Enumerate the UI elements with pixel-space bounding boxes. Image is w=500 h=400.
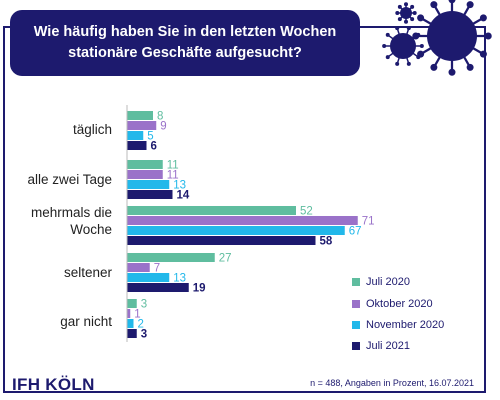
category-label: mehrmals die Woche [31, 205, 112, 237]
value-label: 71 [362, 216, 375, 228]
legend-label: November 2020 [366, 319, 444, 331]
legend-swatch [352, 278, 360, 286]
footnote: n = 488, Angaben in Prozent, 16.07.2021 [310, 378, 474, 388]
bar [127, 226, 345, 235]
category-label: seltener [64, 265, 113, 280]
value-label: 9 [160, 121, 166, 133]
bar [127, 141, 147, 150]
value-label: 58 [320, 236, 333, 248]
value-label: 27 [219, 253, 232, 265]
bar [127, 273, 170, 282]
bar [127, 309, 131, 318]
bar [127, 216, 358, 225]
category-label: alle zwei Tage [27, 172, 112, 187]
bar [127, 236, 316, 245]
value-label: 52 [300, 206, 313, 218]
bar [127, 160, 163, 169]
bar [127, 319, 134, 328]
bar [127, 206, 296, 215]
value-label: 6 [151, 141, 157, 153]
bar [127, 180, 170, 189]
value-label: 14 [177, 190, 190, 202]
title-line-2: stationäre Geschäfte aufgesucht? [68, 45, 302, 61]
bar [127, 121, 157, 130]
category-label: täglich [73, 122, 112, 137]
value-label: 11 [167, 170, 179, 182]
value-label: 1 [134, 309, 140, 321]
ifh-logo: IFH KÖLN [12, 375, 95, 394]
virus-icon-small [395, 2, 417, 24]
value-label: 19 [193, 283, 206, 295]
virus-icon-medium [382, 26, 424, 66]
bar [127, 111, 153, 120]
virus-icon-large [412, 0, 492, 76]
legend-swatch [352, 342, 360, 350]
value-label: 67 [349, 226, 362, 238]
value-label: 3 [141, 329, 147, 341]
legend-swatch [352, 300, 360, 308]
legend-swatch [352, 321, 360, 329]
bar [127, 283, 189, 292]
bar [127, 263, 150, 272]
bar [127, 190, 173, 199]
legend-label: Juli 2020 [366, 276, 410, 288]
value-label: 13 [173, 273, 186, 285]
bar [127, 170, 163, 179]
bar [127, 253, 215, 262]
bar [127, 299, 137, 308]
bar [127, 131, 144, 140]
legend-label: Oktober 2020 [366, 298, 433, 310]
chart-title: Wie häufig haben Sie in den letzten Woch… [10, 10, 360, 76]
value-label: 7 [154, 263, 160, 275]
title-line-1: Wie häufig haben Sie in den letzten Woch… [33, 24, 337, 40]
bar [127, 329, 137, 338]
category-label: gar nicht [60, 314, 112, 329]
value-label: 13 [173, 180, 186, 192]
value-label: 8 [157, 111, 163, 123]
value-label: 11 [167, 160, 179, 172]
value-label: 2 [138, 319, 144, 331]
legend-label: Juli 2021 [366, 340, 410, 352]
value-label: 3 [141, 299, 147, 311]
value-label: 5 [147, 131, 153, 143]
